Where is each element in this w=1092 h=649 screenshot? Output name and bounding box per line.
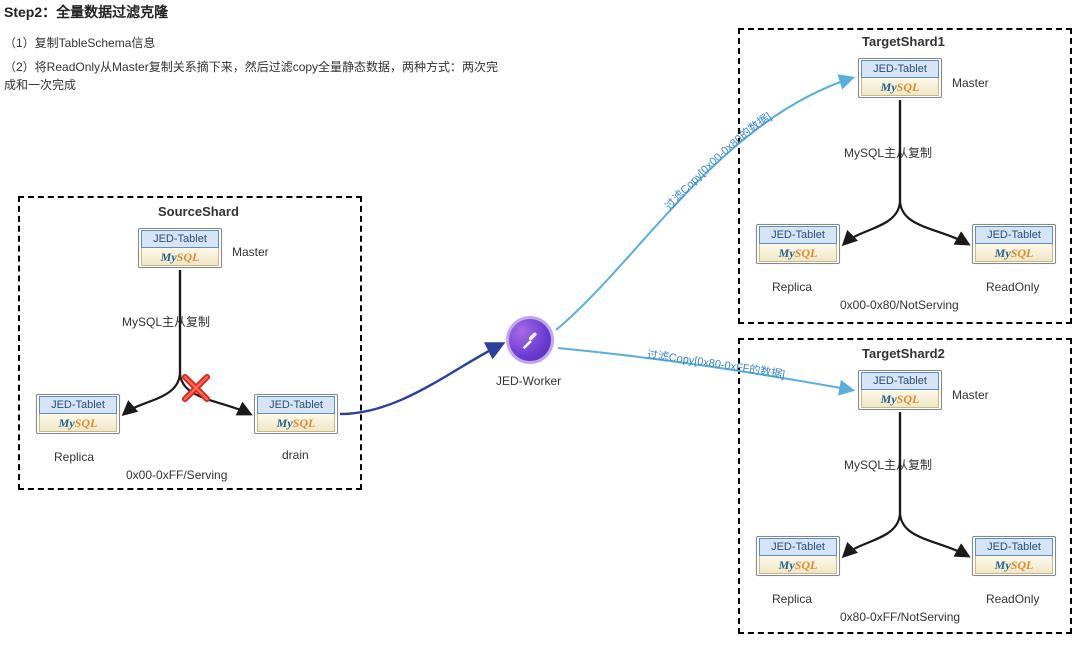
source-replication-label: MySQL主从复制 [122, 313, 210, 330]
note-line-1: （1）复制TableSchema信息 [4, 34, 155, 51]
worker-label: JED-Worker [496, 374, 561, 388]
target-shard2-title: TargetShard2 [862, 346, 945, 361]
role-master-source: Master [232, 245, 269, 259]
tablet-t2-replica: JED-Tablet MySQL [756, 536, 840, 576]
role-readonly-t1: ReadOnly [986, 280, 1039, 294]
tablet-head: JED-Tablet [141, 230, 219, 248]
role-replica-t2: Replica [772, 592, 812, 606]
note-line-2: （2）将ReadOnly从Master复制关系摘下来，然后过滤copy全量静态数… [4, 58, 504, 94]
t1-range: 0x00-0x80/NotServing [840, 298, 959, 312]
role-master-t2: Master [952, 388, 989, 402]
tablet-head: JED-Tablet [759, 226, 837, 244]
t2-range: 0x80-0xFF/NotServing [840, 610, 960, 624]
jed-worker-node [506, 316, 554, 364]
mysql-logo: MySQL [257, 414, 335, 432]
mysql-logo: MySQL [975, 244, 1053, 262]
t1-replication-label: MySQL主从复制 [844, 144, 932, 161]
tablet-head: JED-Tablet [861, 60, 939, 78]
role-replica-t1: Replica [772, 280, 812, 294]
tablet-t2-master: JED-Tablet MySQL [858, 370, 942, 410]
tablet-t2-readonly: JED-Tablet MySQL [972, 536, 1056, 576]
tablet-source-master: JED-Tablet MySQL [138, 228, 222, 268]
tablet-source-replica: JED-Tablet MySQL [36, 394, 120, 434]
mysql-logo: MySQL [759, 244, 837, 262]
role-master-t1: Master [952, 76, 989, 90]
screwdriver-icon [519, 329, 541, 351]
tablet-head: JED-Tablet [39, 396, 117, 414]
mysql-logo: MySQL [759, 556, 837, 574]
tablet-source-drain: JED-Tablet MySQL [254, 394, 338, 434]
role-replica-source: Replica [54, 450, 94, 464]
role-readonly-t2: ReadOnly [986, 592, 1039, 606]
mysql-logo: MySQL [861, 78, 939, 96]
source-shard-title: SourceShard [158, 204, 239, 219]
tablet-head: JED-Tablet [257, 396, 335, 414]
source-range: 0x00-0xFF/Serving [126, 468, 227, 482]
tablet-head: JED-Tablet [975, 226, 1053, 244]
role-drain-source: drain [282, 448, 309, 462]
tablet-t1-replica: JED-Tablet MySQL [756, 224, 840, 264]
target-shard1-title: TargetShard1 [862, 34, 945, 49]
step-title: Step2：全量数据过滤克隆 [4, 2, 168, 22]
tablet-t1-master: JED-Tablet MySQL [858, 58, 942, 98]
t2-replication-label: MySQL主从复制 [844, 456, 932, 473]
tablet-t1-readonly: JED-Tablet MySQL [972, 224, 1056, 264]
tablet-head: JED-Tablet [861, 372, 939, 390]
tablet-head: JED-Tablet [759, 538, 837, 556]
tablet-head: JED-Tablet [975, 538, 1053, 556]
mysql-logo: MySQL [861, 390, 939, 408]
mysql-logo: MySQL [39, 414, 117, 432]
mysql-logo: MySQL [975, 556, 1053, 574]
mysql-logo: MySQL [141, 248, 219, 266]
